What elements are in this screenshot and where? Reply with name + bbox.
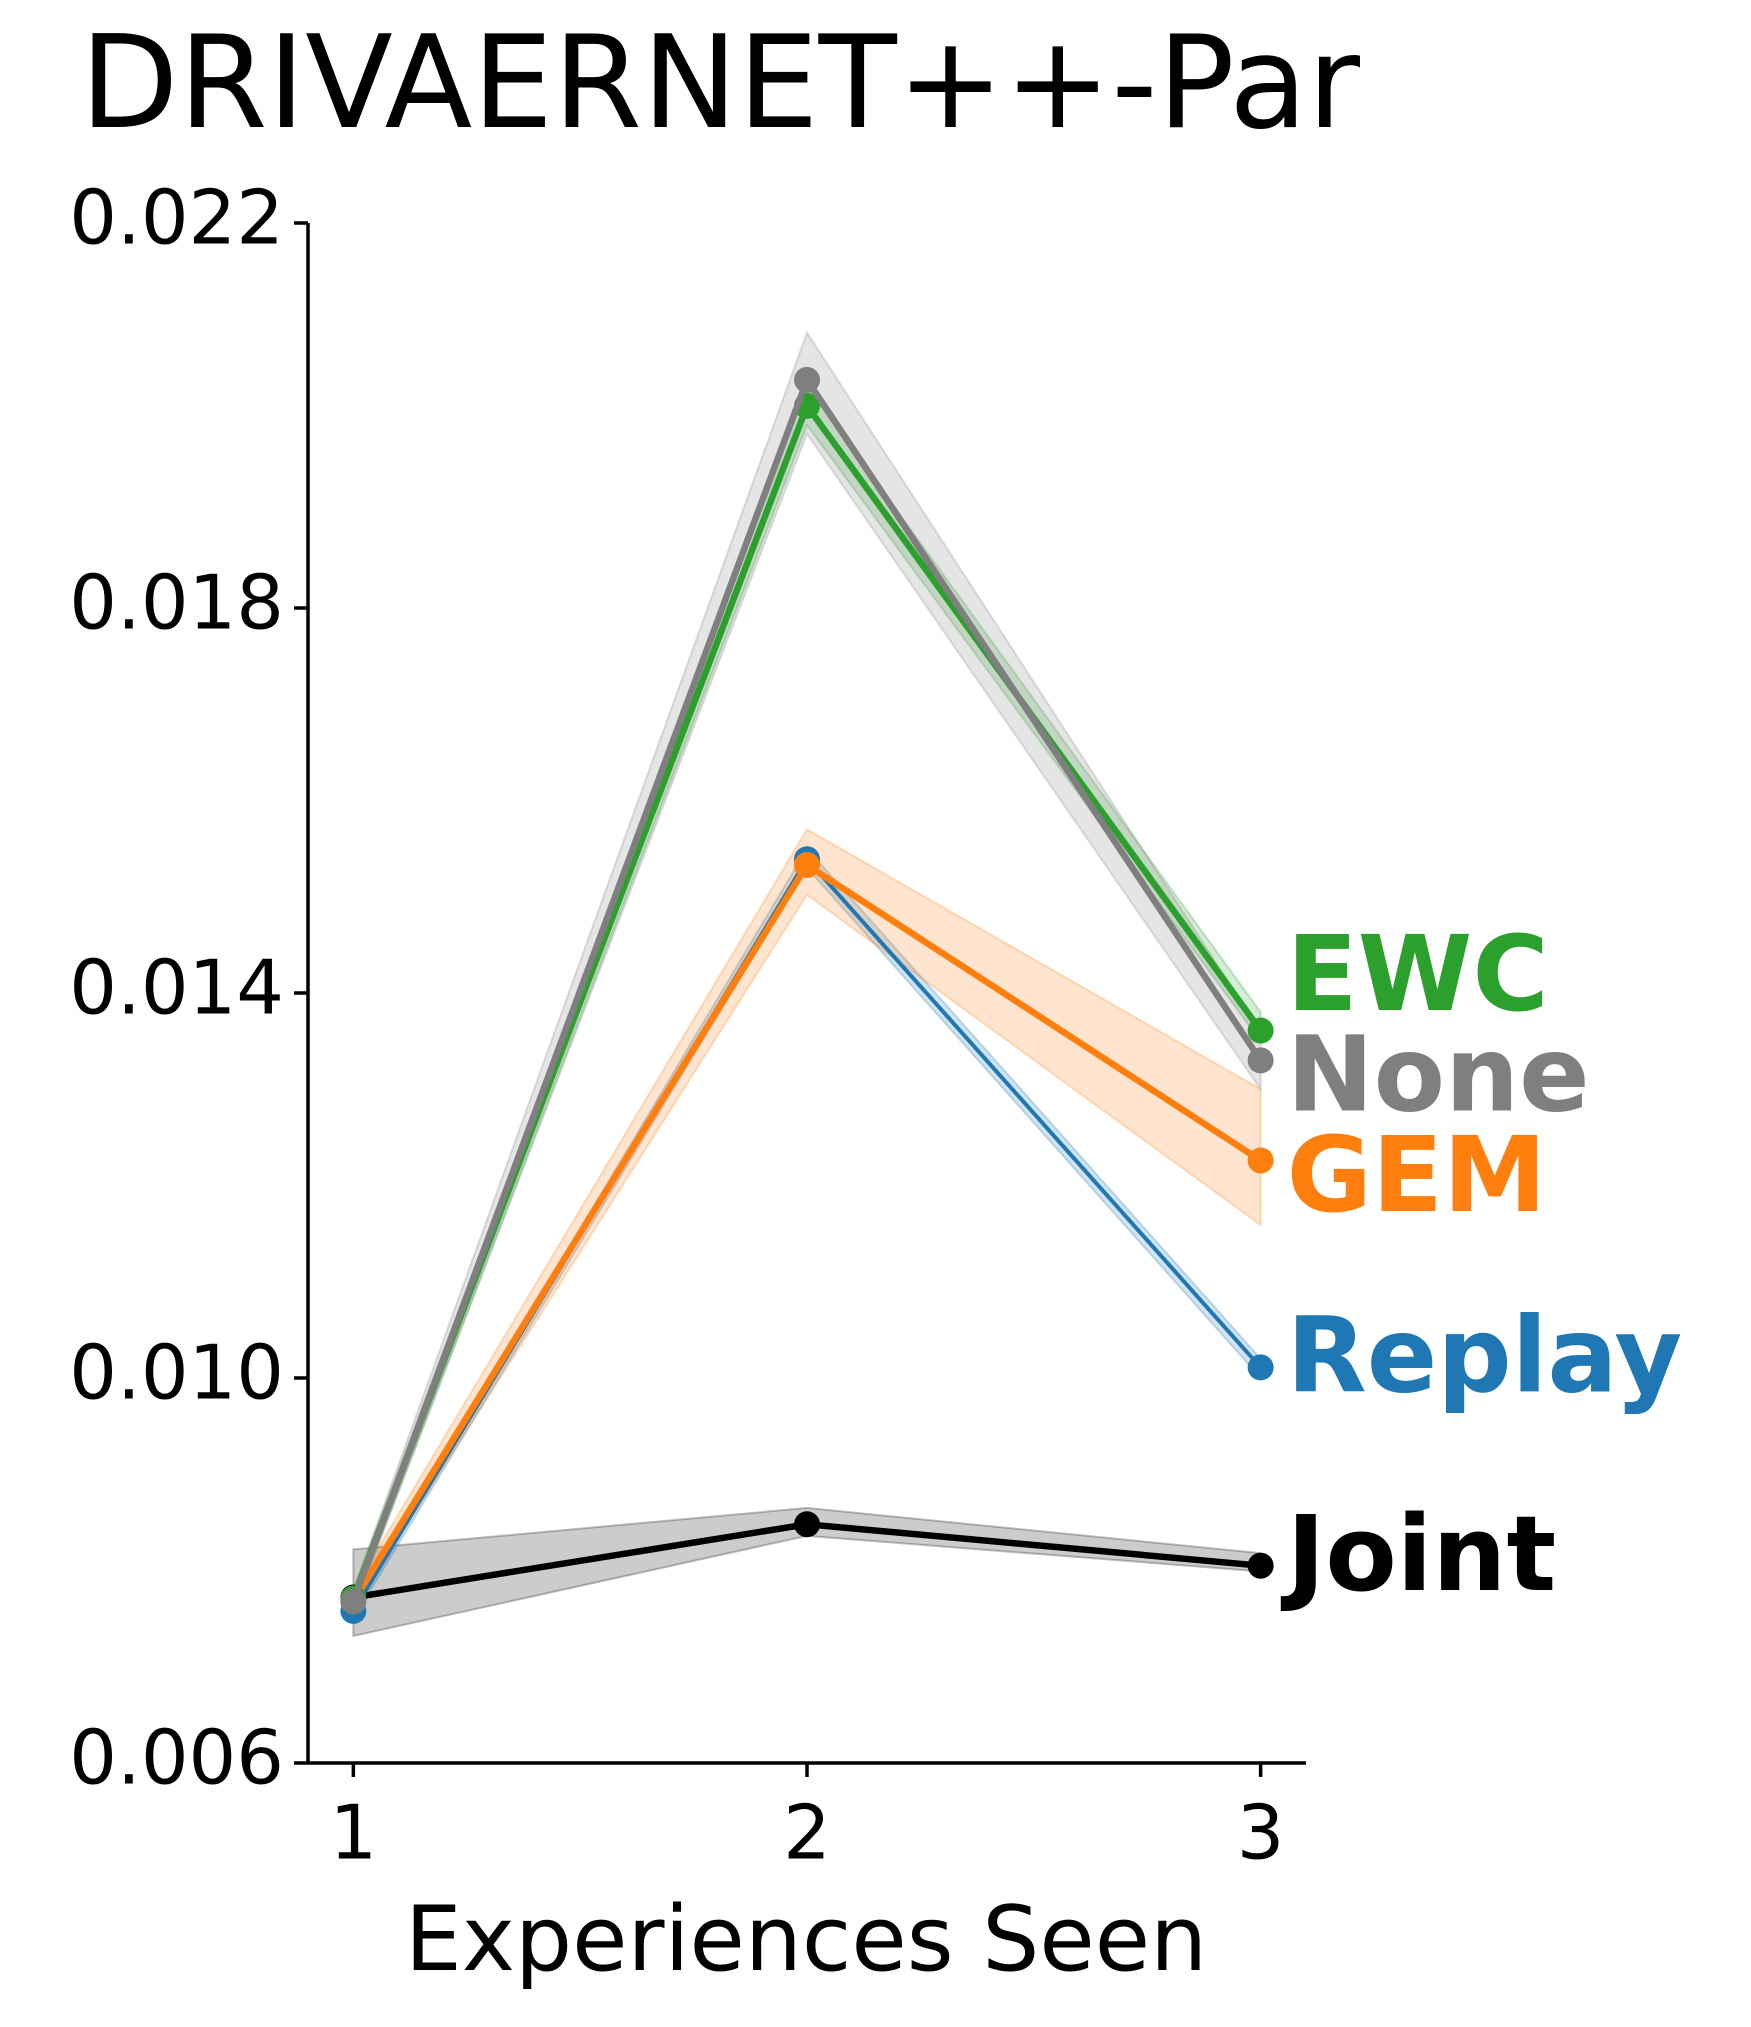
y-tick-label: 0.014 (69, 944, 284, 1032)
y-tick-label: 0.010 (69, 1329, 284, 1417)
series-line (350, 376, 1264, 1603)
confidence-band (352, 384, 1262, 1610)
series-label: None (1287, 1014, 1590, 1136)
data-point (794, 1511, 820, 1538)
series-label: EWC (1287, 913, 1549, 1035)
data-point (1247, 1017, 1274, 1044)
data-point (794, 366, 820, 393)
data-point (1247, 1354, 1274, 1381)
series-label: Joint (1281, 1493, 1557, 1615)
confidence-band (352, 330, 1262, 1610)
y-tick-label: 0.006 (69, 1714, 284, 1802)
y-tick-label: 0.022 (69, 174, 284, 262)
x-tick-label: 3 (1237, 1789, 1285, 1877)
chart-title: DRIVAERNET++-Par (80, 9, 1360, 158)
x-tick-label: 1 (330, 1789, 378, 1877)
series-label: Replay (1287, 1295, 1682, 1417)
data-point (1247, 1047, 1274, 1074)
data-point (340, 1588, 367, 1615)
data-point (794, 851, 820, 878)
data-point (1247, 1147, 1274, 1174)
data-point (1247, 1552, 1274, 1579)
series-line (350, 402, 1264, 1600)
x-axis-label: Experiences Seen (405, 1887, 1207, 1992)
y-tick-label: 0.018 (69, 559, 284, 647)
x-tick-label: 2 (783, 1789, 831, 1877)
series-label: GEM (1287, 1114, 1547, 1236)
